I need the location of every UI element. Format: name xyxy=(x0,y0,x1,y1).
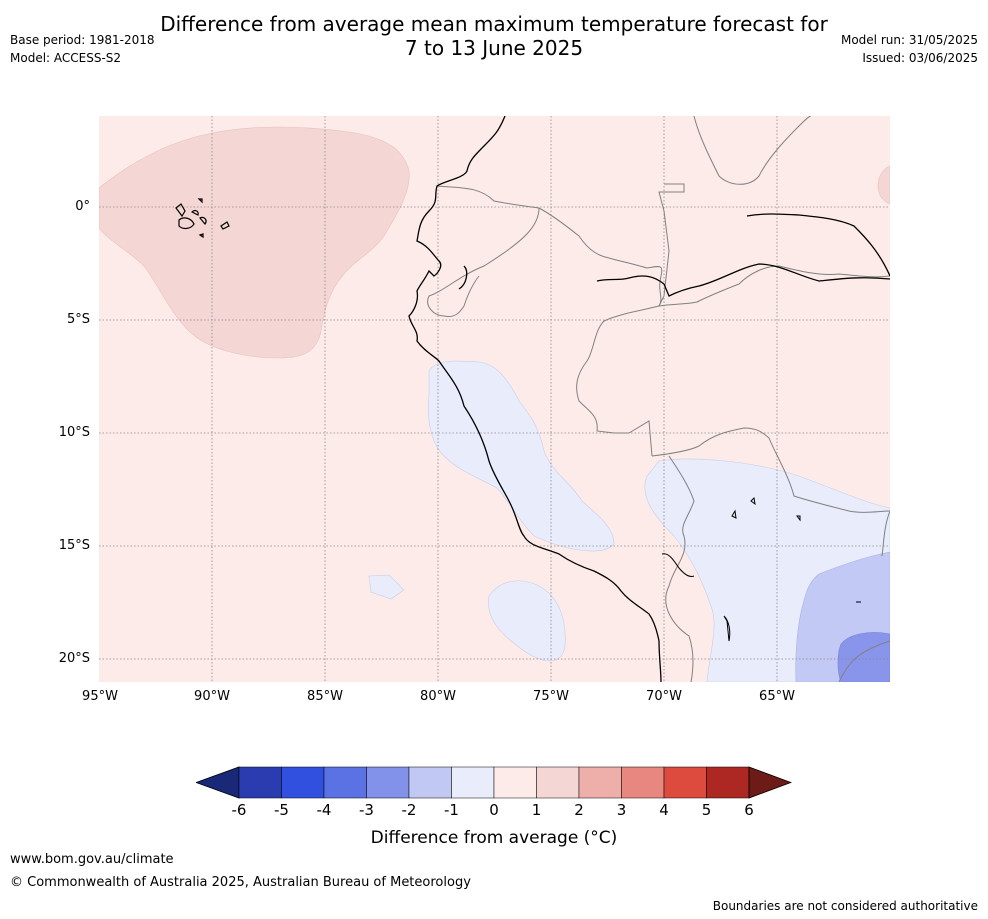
country-borders xyxy=(427,116,890,682)
lat-label-0: 0° xyxy=(75,199,90,214)
colorbar-segment-10 xyxy=(621,766,665,799)
lon-label-85w: 85°W xyxy=(307,689,343,704)
colorbar-segment-3 xyxy=(323,766,367,799)
colorbar-tick: -5 xyxy=(274,801,289,819)
lon-label-80w: 80°W xyxy=(420,689,456,704)
colorbar-tick: 6 xyxy=(744,801,754,819)
coastlines xyxy=(408,116,890,682)
colorbar-segment-5 xyxy=(408,766,452,799)
footer-copyright: © Commonwealth of Australia 2025, Austra… xyxy=(10,875,471,890)
footer-disclaimer: Boundaries are not considered authoritat… xyxy=(712,899,978,913)
colorbar-tick: -2 xyxy=(401,801,417,819)
colorbar-tick: 1 xyxy=(531,801,542,819)
colorbar-tick: 4 xyxy=(659,801,669,819)
graticule xyxy=(99,116,890,682)
anomaly-neg1-0-peru-coast xyxy=(428,360,615,552)
lon-label-75w: 75°W xyxy=(533,689,569,704)
model-name: Model: ACCESS-S2 xyxy=(10,51,122,65)
colorbar-tick: -3 xyxy=(359,801,374,819)
colorbar-segment-7 xyxy=(493,766,537,799)
colorbar-tick: 5 xyxy=(701,801,712,819)
colorbar-segment-11 xyxy=(663,766,707,799)
colorbar-tick: 3 xyxy=(616,801,627,819)
lake-titicaca xyxy=(661,496,861,642)
colorbar-segment-4 xyxy=(366,766,410,799)
lat-label-20s: 20°S xyxy=(58,651,90,666)
title-line-1: Difference from average mean maximum tem… xyxy=(160,12,828,36)
colorbar-tick: 2 xyxy=(574,801,584,819)
colorbar-extend-low xyxy=(196,766,240,799)
issued-date: Issued: 03/06/2025 xyxy=(862,51,978,65)
model-run: Model run: 31/05/2025 xyxy=(840,33,978,47)
lon-label-70w: 70°W xyxy=(646,689,682,704)
title-line-2: 7 to 13 June 2025 xyxy=(404,36,584,60)
lon-label-90w: 90°W xyxy=(194,689,230,704)
lat-label-10s: 10°S xyxy=(58,425,90,440)
meta-right: Model run: 31/05/2025 Issued: 03/06/2025 xyxy=(841,31,978,67)
anomaly-1-2-east xyxy=(877,165,890,205)
anomaly-neg1-0-offshore xyxy=(488,580,566,662)
chart-title: Difference from average mean maximum tem… xyxy=(0,12,988,60)
colorbar-tick: -4 xyxy=(316,801,332,819)
colorbar-segment-2 xyxy=(281,766,325,799)
colorbar-segment-8 xyxy=(536,766,580,799)
footer-url[interactable]: www.bom.gov.au/climate xyxy=(10,852,174,867)
anomaly-1-2-galapagos xyxy=(99,126,410,359)
lat-label-15s: 15°S xyxy=(58,538,90,553)
colorbar-title: Difference from average (°C) xyxy=(370,828,618,848)
lon-label-95w: 95°W xyxy=(82,689,118,704)
colorbar-tick: -1 xyxy=(444,801,459,819)
galapagos-islands xyxy=(175,198,230,239)
colorbar-segment-12 xyxy=(706,766,750,799)
map xyxy=(99,116,890,682)
anomaly-neg3-neg2 xyxy=(837,632,890,682)
lat-label-5s: 5°S xyxy=(66,312,90,327)
anomaly-neg1-0-offshore-small xyxy=(368,574,405,600)
colorbar-tick: -6 xyxy=(231,801,247,819)
meta-left: Base period: 1981-2018 Model: ACCESS-S2 xyxy=(10,31,155,67)
colorbar xyxy=(196,766,792,799)
lon-label-65w: 65°W xyxy=(759,689,795,704)
base-period: Base period: 1981-2018 xyxy=(10,33,155,47)
colorbar-extend-high xyxy=(748,766,792,799)
colorbar-segment-9 xyxy=(578,766,622,799)
colorbar-segment-1 xyxy=(238,766,282,799)
colorbar-tick: 0 xyxy=(489,801,499,819)
colorbar-segment-6 xyxy=(451,766,495,799)
